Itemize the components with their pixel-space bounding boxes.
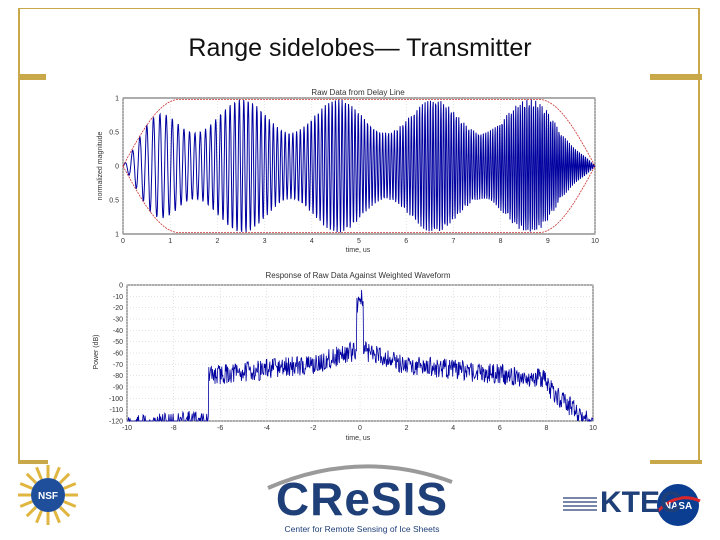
chart2-response-line bbox=[127, 289, 594, 423]
chart2-x-tick-label: -10 bbox=[122, 425, 132, 432]
chart1-title: Raw Data from Delay Line bbox=[311, 88, 405, 97]
chart1-x-tick-label: 3 bbox=[263, 238, 267, 245]
nsf-ray bbox=[35, 510, 43, 524]
chart1-envelope-upper bbox=[122, 99, 596, 167]
chart2-x-tick-label: 2 bbox=[405, 425, 409, 432]
chart2-y-tick-label: -10 bbox=[113, 294, 123, 301]
nasa-label: NASA bbox=[664, 501, 692, 512]
ktec-stripes-icon bbox=[563, 497, 597, 511]
cresis-arc-icon bbox=[267, 464, 453, 490]
chart-raw-data: Raw Data from Delay Line 0 1 2 3 4 5 6 7 8 9 10 10… bbox=[97, 88, 599, 254]
nsf-ray bbox=[53, 510, 61, 524]
chart2-x-tick-label: -6 bbox=[217, 425, 223, 432]
nsf-ray bbox=[19, 500, 33, 508]
chart2-y-tick-label: 0 bbox=[119, 283, 123, 290]
chart1-y-tick-label: 0 bbox=[115, 164, 119, 171]
chart1-y-tick-label: 1 bbox=[115, 232, 119, 239]
slide-title: Range sidelobes— Transmitter bbox=[188, 34, 532, 62]
chart2-plot-area bbox=[126, 284, 594, 422]
chart2-x-tick-label: 0 bbox=[358, 425, 362, 432]
chart2-title: Response of Raw Data Against Weighted Wa… bbox=[266, 271, 451, 280]
chart2-x-tick-label: 8 bbox=[544, 425, 548, 432]
chart1-x-label: time, us bbox=[346, 247, 371, 254]
chart2-y-tick-label: -90 bbox=[113, 385, 123, 392]
nsf-ray bbox=[25, 472, 38, 485]
gold-bar-bottom-left bbox=[18, 460, 48, 464]
chart1-y-tick-label: 1 bbox=[115, 96, 119, 103]
chart2-y-tick-label: -110 bbox=[110, 407, 124, 414]
chart1-x-tick-label: 5 bbox=[357, 238, 361, 245]
nsf-ray bbox=[53, 466, 61, 480]
chart1-x-tick-label: 8 bbox=[499, 238, 503, 245]
nsf-rays-icon bbox=[18, 465, 78, 525]
chart2-y-ticks: 0 -10 -20 -30 -40 -50 -60 -70 -80 -90 -100 -110 -120 bbox=[109, 283, 123, 426]
chart1-y-tick-label: 0.5 bbox=[109, 198, 119, 205]
chart2-x-tick-label: -8 bbox=[170, 425, 176, 432]
chart1-y-label: normalized magnitude bbox=[97, 131, 104, 200]
chart1-x-tick-label: 10 bbox=[591, 238, 599, 245]
gold-bar-right bbox=[650, 74, 702, 80]
chart2-y-tick-label: -50 bbox=[113, 339, 123, 346]
chart1-x-tick-label: 6 bbox=[404, 238, 408, 245]
nsf-ray bbox=[58, 505, 71, 518]
chart1-y-tick-label: 0.5 bbox=[109, 130, 119, 137]
chart2-x-tick-label: -4 bbox=[264, 425, 270, 432]
chart2-y-tick-label: -60 bbox=[113, 351, 123, 358]
chart1-y-ticks: 1 0.5 0 0.5 1 bbox=[109, 96, 119, 239]
nsf-ray bbox=[63, 482, 77, 490]
ktec-logo-text: KTEC bbox=[600, 486, 682, 519]
nasa-meatball-icon bbox=[657, 484, 699, 526]
nsf-ray bbox=[25, 505, 38, 518]
nsf-ray bbox=[35, 466, 43, 480]
chart2-x-tick-label: 4 bbox=[451, 425, 455, 432]
chart1-x-tick-label: 4 bbox=[310, 238, 314, 245]
nsf-logo: NSF bbox=[18, 465, 78, 525]
chart2-y-tick-label: -30 bbox=[113, 317, 123, 324]
chart1-x-tick-label: 1 bbox=[168, 238, 172, 245]
chart-response: Response of Raw Data Against Weighted Wa… bbox=[93, 271, 597, 442]
cresis-subtitle: Center for Remote Sensing of Ice Sheets bbox=[284, 524, 440, 534]
nsf-ray bbox=[58, 472, 71, 485]
chart2-x-tick-label: -2 bbox=[310, 425, 316, 432]
cresis-logo-text: CReSIS bbox=[275, 473, 449, 525]
chart1-x-ticks: 0 1 2 3 4 5 6 7 8 9 10 bbox=[121, 238, 599, 245]
chart2-y-tick-label: -70 bbox=[113, 362, 123, 369]
chart1-signal-line bbox=[122, 99, 596, 233]
nsf-globe-icon bbox=[31, 478, 65, 512]
chart1-x-tick-label: 7 bbox=[451, 238, 455, 245]
chart2-x-label: time, us bbox=[346, 435, 371, 442]
chart2-x-tick-label: 10 bbox=[589, 425, 597, 432]
nsf-ray bbox=[63, 500, 77, 508]
nasa-logo: NASA bbox=[656, 484, 701, 526]
chart2-y-tick-label: -100 bbox=[109, 396, 123, 403]
chart2-y-label: Power (dB) bbox=[93, 334, 100, 369]
chart1-x-tick-label: 0 bbox=[121, 238, 125, 245]
chart2-y-tick-label: -120 bbox=[109, 419, 123, 426]
nsf-ray bbox=[19, 482, 33, 490]
chart1-x-tick-label: 2 bbox=[215, 238, 219, 245]
gold-bar-bottom-right bbox=[650, 460, 702, 464]
slide-frame bbox=[18, 8, 700, 464]
chart2-x-ticks: -10 -8 -6 -4 -2 0 2 4 6 8 10 bbox=[122, 425, 597, 432]
chart2-x-tick-label: 6 bbox=[498, 425, 502, 432]
chart1-x-tick-label: 9 bbox=[546, 238, 550, 245]
chart2-y-tick-label: -20 bbox=[113, 305, 123, 312]
chart2-y-tick-label: -40 bbox=[113, 328, 123, 335]
chart2-y-tick-label: -80 bbox=[113, 373, 123, 380]
gold-bar-left bbox=[18, 74, 46, 80]
nsf-label: NSF bbox=[38, 491, 58, 502]
chart1-envelope-lower bbox=[122, 165, 596, 233]
